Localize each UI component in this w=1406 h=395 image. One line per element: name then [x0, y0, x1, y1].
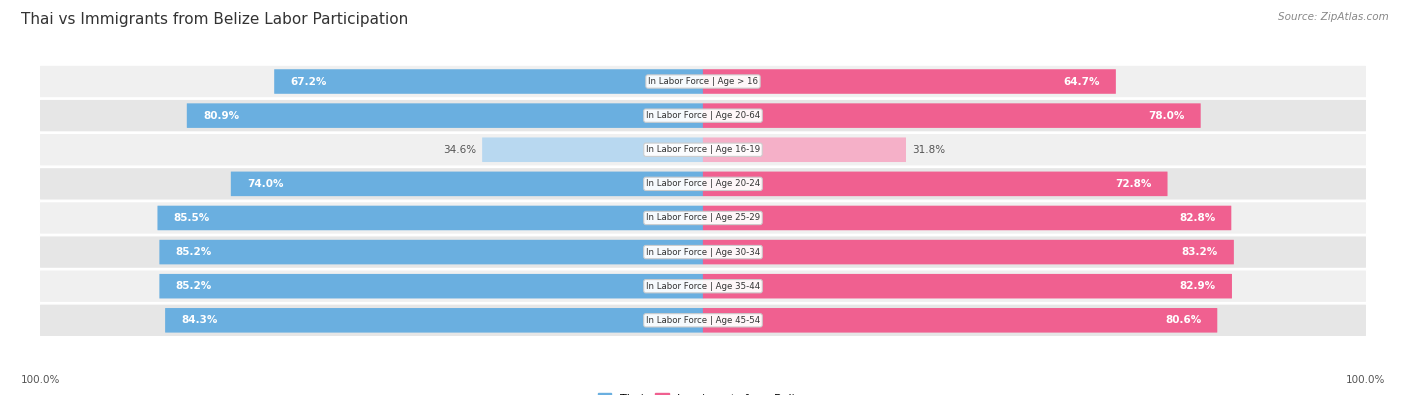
Legend: Thai, Immigrants from Belize: Thai, Immigrants from Belize	[593, 389, 813, 395]
Text: In Labor Force | Age 25-29: In Labor Force | Age 25-29	[645, 213, 761, 222]
Text: In Labor Force | Age 35-44: In Labor Force | Age 35-44	[645, 282, 761, 291]
FancyBboxPatch shape	[159, 274, 703, 299]
FancyBboxPatch shape	[39, 65, 1367, 98]
FancyBboxPatch shape	[703, 171, 1167, 196]
FancyBboxPatch shape	[39, 167, 1367, 200]
FancyBboxPatch shape	[703, 206, 1232, 230]
FancyBboxPatch shape	[482, 137, 703, 162]
Text: 82.8%: 82.8%	[1180, 213, 1215, 223]
Text: In Labor Force | Age 45-54: In Labor Force | Age 45-54	[645, 316, 761, 325]
FancyBboxPatch shape	[703, 274, 1232, 299]
Text: 85.2%: 85.2%	[176, 281, 212, 291]
Text: 85.2%: 85.2%	[176, 247, 212, 257]
Text: 84.3%: 84.3%	[181, 315, 218, 325]
Text: 80.6%: 80.6%	[1166, 315, 1201, 325]
Text: 72.8%: 72.8%	[1115, 179, 1152, 189]
FancyBboxPatch shape	[39, 270, 1367, 303]
Text: 82.9%: 82.9%	[1180, 281, 1216, 291]
FancyBboxPatch shape	[159, 240, 703, 264]
Text: 100.0%: 100.0%	[21, 375, 60, 385]
FancyBboxPatch shape	[703, 103, 1201, 128]
FancyBboxPatch shape	[274, 69, 703, 94]
FancyBboxPatch shape	[39, 304, 1367, 337]
Text: In Labor Force | Age > 16: In Labor Force | Age > 16	[648, 77, 758, 86]
Text: In Labor Force | Age 16-19: In Labor Force | Age 16-19	[645, 145, 761, 154]
Text: Source: ZipAtlas.com: Source: ZipAtlas.com	[1278, 12, 1389, 22]
Text: In Labor Force | Age 20-24: In Labor Force | Age 20-24	[645, 179, 761, 188]
Text: 80.9%: 80.9%	[202, 111, 239, 120]
FancyBboxPatch shape	[39, 134, 1367, 166]
Text: 31.8%: 31.8%	[912, 145, 945, 155]
Text: 78.0%: 78.0%	[1149, 111, 1185, 120]
FancyBboxPatch shape	[187, 103, 703, 128]
FancyBboxPatch shape	[165, 308, 703, 333]
Text: 74.0%: 74.0%	[247, 179, 284, 189]
FancyBboxPatch shape	[231, 171, 703, 196]
Text: In Labor Force | Age 20-64: In Labor Force | Age 20-64	[645, 111, 761, 120]
Text: 64.7%: 64.7%	[1063, 77, 1099, 87]
FancyBboxPatch shape	[703, 308, 1218, 333]
FancyBboxPatch shape	[703, 69, 1116, 94]
FancyBboxPatch shape	[703, 137, 905, 162]
FancyBboxPatch shape	[39, 236, 1367, 269]
Text: In Labor Force | Age 30-34: In Labor Force | Age 30-34	[645, 248, 761, 257]
Text: 85.5%: 85.5%	[173, 213, 209, 223]
Text: Thai vs Immigrants from Belize Labor Participation: Thai vs Immigrants from Belize Labor Par…	[21, 12, 408, 27]
FancyBboxPatch shape	[703, 240, 1234, 264]
FancyBboxPatch shape	[39, 201, 1367, 234]
FancyBboxPatch shape	[157, 206, 703, 230]
Text: 83.2%: 83.2%	[1181, 247, 1218, 257]
Text: 34.6%: 34.6%	[443, 145, 475, 155]
Text: 67.2%: 67.2%	[290, 77, 326, 87]
Text: 100.0%: 100.0%	[1346, 375, 1385, 385]
FancyBboxPatch shape	[39, 99, 1367, 132]
